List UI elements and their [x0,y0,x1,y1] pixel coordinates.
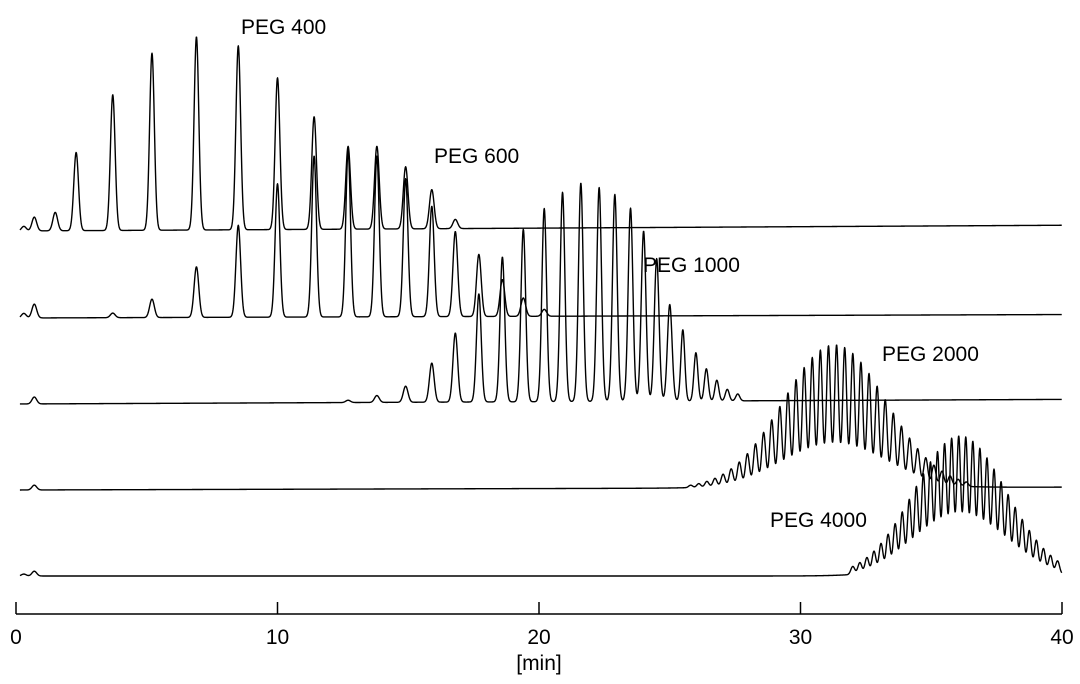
series-labels-group: PEG 400 PEG 600 PEG 1000 PEG 2000 PEG 4000 [241,16,979,532]
x-tick-label-20: 20 [527,626,550,649]
trace-peg-400 [19,36,1063,232]
x-tick-label-10: 10 [266,626,289,649]
x-axis-ticks: 0 10 20 30 40 [10,602,1074,649]
trace-peg-2000 [19,344,1063,491]
series-label-peg-2000: PEG 2000 [882,343,979,366]
series-label-peg-400: PEG 400 [241,16,326,39]
x-axis: 0 10 20 30 40 [min] [10,602,1074,675]
trace-peg-600 [19,150,1063,319]
traces-group [19,36,1063,577]
x-tick-label-0: 0 [10,626,22,649]
series-label-peg-4000: PEG 4000 [770,509,867,532]
series-label-peg-600: PEG 600 [434,145,519,168]
series-label-peg-1000: PEG 1000 [643,254,740,277]
x-tick-label-30: 30 [789,626,812,649]
trace-peg-4000 [19,435,1063,577]
x-tick-label-40: 40 [1050,626,1073,649]
x-axis-title: [min] [516,652,562,675]
trace-peg-1000 [19,182,1063,405]
